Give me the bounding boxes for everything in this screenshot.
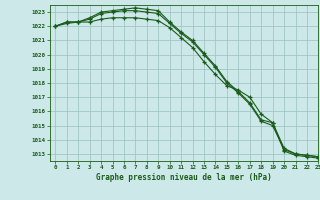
X-axis label: Graphe pression niveau de la mer (hPa): Graphe pression niveau de la mer (hPa) bbox=[96, 173, 272, 182]
